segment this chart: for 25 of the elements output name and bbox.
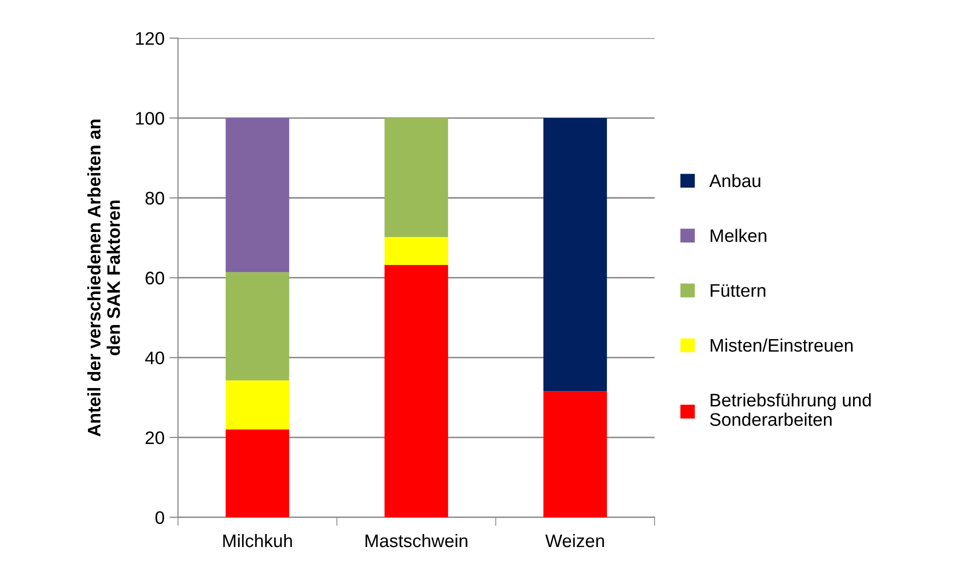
y-tick-label: 80 xyxy=(146,192,164,205)
x-tick-label: Weizen xyxy=(545,534,604,548)
bar xyxy=(384,237,448,265)
y-tick-label: 20 xyxy=(146,431,164,444)
y-tick-label: 60 xyxy=(146,272,164,284)
bar xyxy=(543,391,607,518)
legend-label: Misten/Einstreuen xyxy=(710,338,853,352)
legend-label: Füttern xyxy=(710,284,766,297)
legend-label: Anbau xyxy=(709,174,760,188)
bar xyxy=(384,264,448,518)
bar xyxy=(226,380,290,430)
y-axis-title: Anteil der verschiedenen Arbeiten an den SAK Faktoren xyxy=(87,120,120,436)
bar xyxy=(543,118,607,392)
y-tick-label: 120 xyxy=(136,32,164,45)
bar xyxy=(384,118,448,237)
bar xyxy=(226,272,290,380)
y-tick-label: 100 xyxy=(136,112,164,125)
y-tick-label: 0 xyxy=(155,511,164,524)
bar xyxy=(226,118,290,272)
legend-label: Melken xyxy=(710,228,766,242)
y-tick-label: 40 xyxy=(145,352,164,364)
x-tick-label: Mastschwein xyxy=(366,534,468,548)
x-tick-label: Milchkuh xyxy=(223,534,292,548)
bar xyxy=(226,429,290,518)
legend-label: Betriebsführung und Sonderarbeiten xyxy=(710,393,871,426)
